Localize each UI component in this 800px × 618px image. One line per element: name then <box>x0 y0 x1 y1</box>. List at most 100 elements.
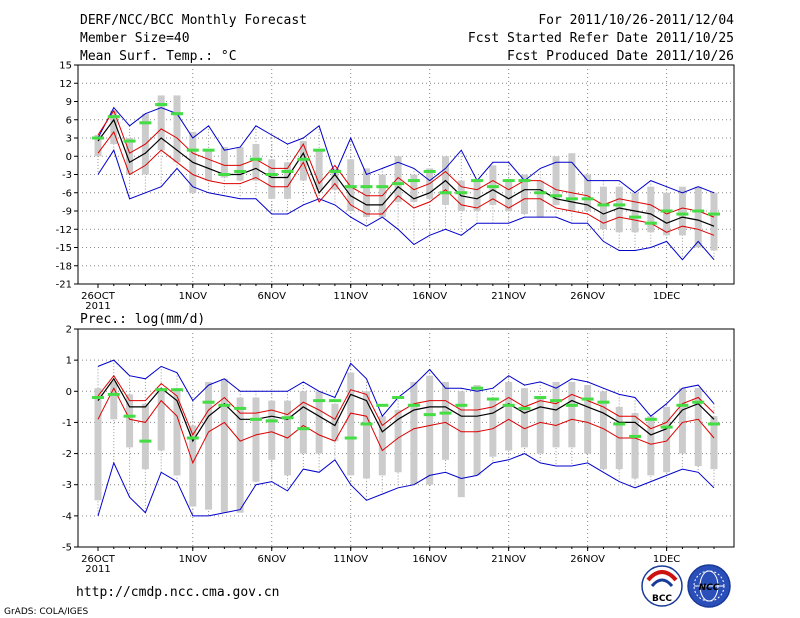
box <box>678 186 686 236</box>
box <box>647 186 655 233</box>
box <box>331 403 339 442</box>
box <box>252 144 260 181</box>
observed-bar <box>249 417 262 421</box>
observed-bar <box>202 400 215 404</box>
box <box>94 134 102 157</box>
box <box>205 150 213 181</box>
box <box>394 409 402 473</box>
box <box>505 180 513 211</box>
box <box>378 416 386 476</box>
box <box>694 388 702 467</box>
header-fcst-produced: Fcst Produced Date 2011/10/26 <box>507 49 734 64</box>
y-tick-label: 1 <box>66 356 72 367</box>
box <box>363 391 371 479</box>
header-variable: Mean Surf. Temp.: °C <box>80 49 237 64</box>
y-tick-label: -4 <box>62 511 72 522</box>
observed-bar <box>439 411 452 415</box>
observed-bar <box>613 422 626 426</box>
observed-bar <box>313 148 326 152</box>
observed-bar <box>281 169 294 173</box>
x-tick-label: 16NOV <box>412 291 447 302</box>
box <box>710 416 718 470</box>
box <box>457 391 465 498</box>
observed-bar <box>550 194 563 198</box>
temperature-panel: 15 12 9 6 3 0 -3 -6 -9 -12 -15 -18 -21 26OCT 1NOV 6NOV 1… <box>56 61 735 312</box>
box <box>552 156 560 205</box>
observed-bar <box>344 436 357 440</box>
observed-bar <box>376 403 389 407</box>
x-tick-label: 11NOV <box>333 554 368 565</box>
box <box>536 397 544 454</box>
header-fcst-started: Fcst Started Refer Date 2011/10/25 <box>468 31 734 46</box>
observed-bar <box>328 169 341 173</box>
box <box>220 378 228 513</box>
envelope-upper-line <box>97 359 715 418</box>
box <box>584 385 592 454</box>
bcc-logo: BCC <box>641 565 683 607</box>
observed-bar <box>471 386 484 390</box>
observed-bar <box>123 414 136 418</box>
observed-bar <box>265 419 278 423</box>
box <box>410 381 418 485</box>
y-tick-label: -3 <box>62 480 72 491</box>
y-tick-label: 9 <box>66 97 72 108</box>
observed-bar <box>629 434 642 438</box>
x-year-label: 2011 <box>85 564 110 575</box>
box <box>568 153 576 211</box>
observed-bar <box>155 388 168 392</box>
footer-url[interactable]: http://cmdp.ncc.cma.gov.cn <box>76 585 280 600</box>
observed-bar <box>392 396 405 400</box>
box <box>141 403 149 470</box>
x-tick-label: 6NOV <box>258 554 287 565</box>
spread-lower-line <box>97 130 715 236</box>
observed-bar <box>597 400 610 404</box>
box <box>520 174 528 215</box>
bcc-logo-text: BCC <box>652 594 672 604</box>
observed-bar <box>170 112 183 116</box>
y-tick-label: -15 <box>56 243 72 254</box>
x-tick-label: 1NOV <box>179 554 208 565</box>
box <box>710 192 718 251</box>
observed-bar <box>534 191 547 195</box>
box <box>110 110 118 145</box>
observed-bar <box>407 403 420 407</box>
box <box>315 391 323 454</box>
box <box>299 391 307 454</box>
y-tick-label: 15 <box>59 61 72 72</box>
observed-bar <box>265 173 278 176</box>
box <box>663 406 671 473</box>
y-tick-label: 2 <box>66 325 72 336</box>
box <box>584 174 592 211</box>
observed-bar <box>518 406 531 410</box>
observed-bar <box>186 436 199 440</box>
y-tick-label: -12 <box>56 225 72 236</box>
ensemble-mean-line <box>97 377 715 443</box>
observed-bar <box>392 182 405 186</box>
y-tick-label: 0 <box>66 152 72 163</box>
observed-bar <box>360 185 373 189</box>
box <box>631 192 639 233</box>
box <box>410 174 418 202</box>
box <box>315 150 323 190</box>
observed-bar <box>597 203 610 207</box>
observed-bar <box>123 139 136 143</box>
observed-bar <box>376 185 389 189</box>
observed-bar <box>676 403 689 407</box>
observed-bar <box>218 403 231 407</box>
observed-bar <box>550 399 563 403</box>
observed-bar <box>644 417 657 421</box>
box <box>236 397 244 513</box>
observed-bar <box>186 148 199 152</box>
y-tick-label: -3 <box>62 170 72 181</box>
observed-bar <box>565 197 578 201</box>
header-member-size: Member Size=40 <box>80 31 190 46</box>
observed-bar <box>313 399 326 403</box>
box <box>284 162 292 199</box>
observed-bar <box>423 413 436 417</box>
observed-bar <box>139 439 152 443</box>
box <box>189 425 197 507</box>
observed-bar <box>281 416 294 420</box>
observed-bar <box>486 185 499 189</box>
observed-bar <box>660 209 673 213</box>
observed-bar <box>644 221 657 225</box>
